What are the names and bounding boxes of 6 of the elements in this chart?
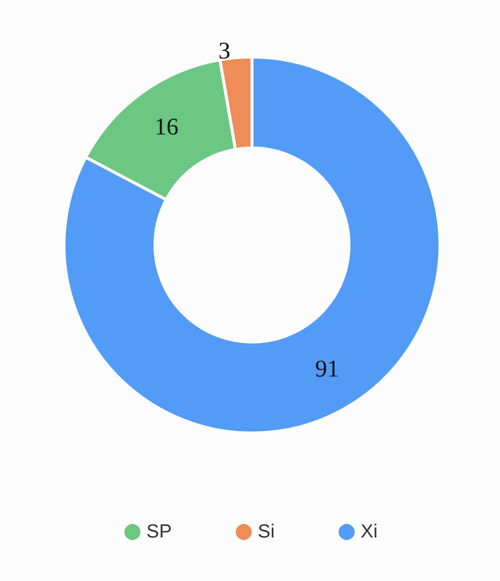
data-label: 16: [154, 114, 178, 140]
legend-label: Si: [258, 522, 275, 542]
data-label: 3: [218, 38, 230, 65]
legend-label: SP: [146, 522, 172, 542]
legend-label: Xi: [360, 522, 378, 542]
data-label: 91: [315, 356, 340, 383]
